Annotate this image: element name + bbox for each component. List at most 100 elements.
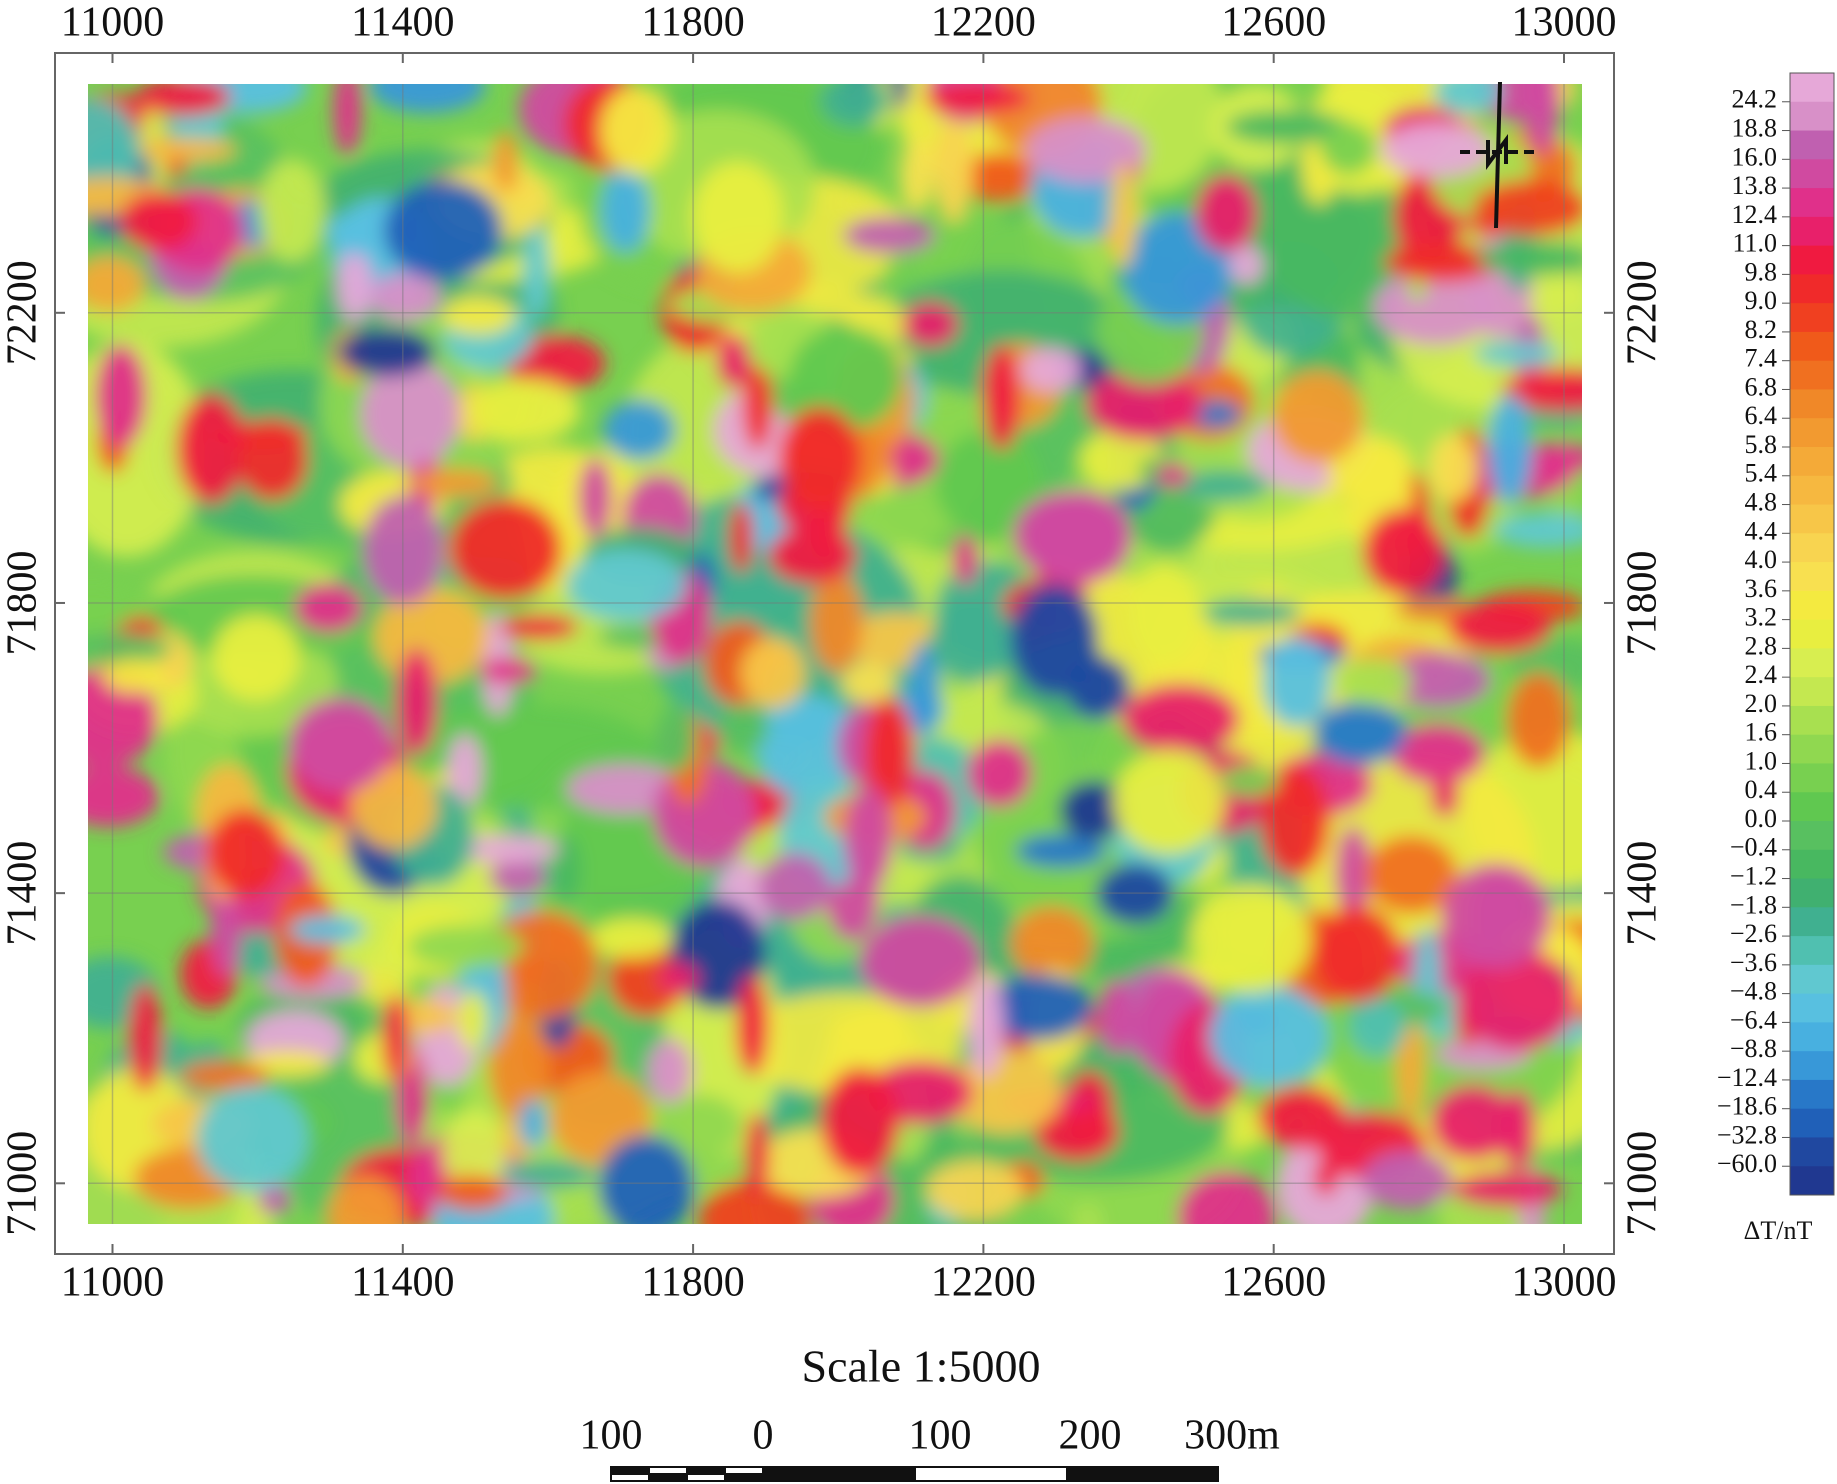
legend-label: 12.4 [1732, 200, 1778, 229]
anomaly-patch [1226, 110, 1349, 144]
scale-label: 100 [909, 1413, 972, 1459]
anomaly-patch [1085, 368, 1204, 441]
axis-labels: 11000 11000 11400 11400 11800 11800 12200 12200… [0, 0, 1666, 1306]
anomaly-patch [88, 766, 160, 827]
anomaly-patch [754, 695, 862, 800]
anomaly-patch [336, 250, 373, 322]
anomaly-patch [1361, 1150, 1453, 1210]
anomaly-patch [1373, 269, 1497, 345]
anomaly-patch [488, 1015, 551, 1120]
anomaly-patch [499, 1160, 596, 1189]
anomaly-patch [600, 86, 673, 175]
anomaly-patch [374, 588, 489, 685]
anomaly-patch [522, 224, 551, 319]
legend-band [1790, 303, 1834, 333]
anomaly-patch [468, 378, 580, 443]
legend-band [1790, 619, 1834, 649]
legend-label: 6.8 [1745, 372, 1778, 401]
anomaly-patch [1487, 393, 1533, 505]
legend-label: 1.0 [1745, 746, 1778, 775]
legend-band [1790, 389, 1834, 419]
anomaly-patch [657, 962, 699, 995]
legend-band [1790, 1137, 1834, 1167]
scale-label: 100 [580, 1413, 643, 1459]
anomaly-patch [933, 118, 974, 223]
anomaly-patch [647, 1038, 693, 1103]
legend-label: 4.4 [1745, 516, 1778, 545]
anomaly-patch [196, 1085, 309, 1192]
anomaly-patch [237, 418, 308, 501]
anomaly-patch [1473, 341, 1559, 367]
legend-label: 7.4 [1745, 344, 1778, 373]
anomaly-patch [333, 84, 362, 156]
anomaly-patch [381, 993, 410, 1083]
legend-label: 1.6 [1745, 718, 1778, 747]
anomaly-patch [128, 983, 162, 1093]
y-tick-label: 72200 [0, 260, 46, 365]
anomaly-patch [1458, 948, 1577, 1051]
legend-band [1790, 360, 1834, 390]
x-tick-label: 13000 [1512, 1260, 1617, 1306]
x-tick-label: 12200 [931, 1260, 1036, 1306]
y-tick-label: 71400 [1620, 841, 1666, 946]
anomaly-patch [1390, 722, 1485, 785]
legend-band [1790, 475, 1834, 506]
anomaly-patch [598, 1135, 694, 1224]
anomaly-patch [600, 167, 651, 253]
legend-band [1790, 504, 1834, 534]
anomaly-patch [1271, 370, 1364, 464]
legend-band [1790, 73, 1834, 103]
legend-label: −12.4 [1717, 1063, 1777, 1092]
anomaly-patch [1113, 749, 1225, 855]
anomaly-patch [958, 152, 1040, 202]
anomaly-patch [985, 974, 1093, 1041]
y-tick-label: 72200 [1620, 260, 1666, 365]
scale-title: Scale 1:5000 [802, 1341, 1041, 1392]
legend-title: ΔT/nT [1744, 1216, 1813, 1245]
legend-label: −32.8 [1717, 1120, 1777, 1149]
anomaly-patch [820, 84, 889, 127]
anomaly-patch [288, 697, 393, 792]
anomaly-patch [94, 344, 147, 448]
anomaly-patch [360, 361, 460, 468]
anomaly-patch [180, 1061, 270, 1091]
legend-band [1790, 562, 1834, 592]
grid [55, 53, 1614, 1254]
legend-band [1790, 1108, 1834, 1138]
anomaly-patch [293, 582, 363, 633]
x-tick-label: 12600 [1221, 0, 1326, 46]
legend-label: 2.4 [1745, 660, 1778, 689]
anomaly-patch [935, 431, 1043, 537]
legend-band [1790, 705, 1834, 736]
legend-band [1790, 821, 1834, 851]
legend-band [1790, 331, 1834, 362]
anomaly-patch [745, 1112, 770, 1196]
legend-label: −18.6 [1717, 1092, 1777, 1121]
anomaly-patch [337, 327, 436, 377]
anomaly-patch [1502, 367, 1582, 413]
legend-band [1790, 188, 1834, 218]
anomaly-patch [1020, 347, 1081, 393]
anomaly-patch [383, 180, 503, 281]
anomaly-patch [1195, 174, 1258, 253]
legend-label: 16.0 [1732, 142, 1778, 171]
legend-band [1790, 878, 1834, 908]
legend-band [1790, 216, 1834, 247]
legend-band [1790, 936, 1834, 966]
legend-band [1790, 734, 1834, 764]
legend-label: −60.0 [1717, 1149, 1777, 1178]
north-arrow [1460, 81, 1540, 229]
anomaly-patch [1365, 835, 1458, 915]
legend-band [1790, 101, 1834, 132]
anomaly-patch [1220, 765, 1279, 797]
legend-band [1790, 849, 1834, 880]
anomaly-patch [1098, 979, 1133, 1056]
legend-band [1790, 130, 1834, 160]
anomaly-patch [369, 273, 441, 321]
anomaly-patch [715, 333, 751, 389]
anomaly-patch [395, 647, 438, 756]
y-tick-label: 71000 [1620, 1131, 1666, 1236]
anomaly-patch [1319, 122, 1377, 175]
anomaly-patch [288, 915, 365, 944]
legend-band [1790, 418, 1834, 448]
